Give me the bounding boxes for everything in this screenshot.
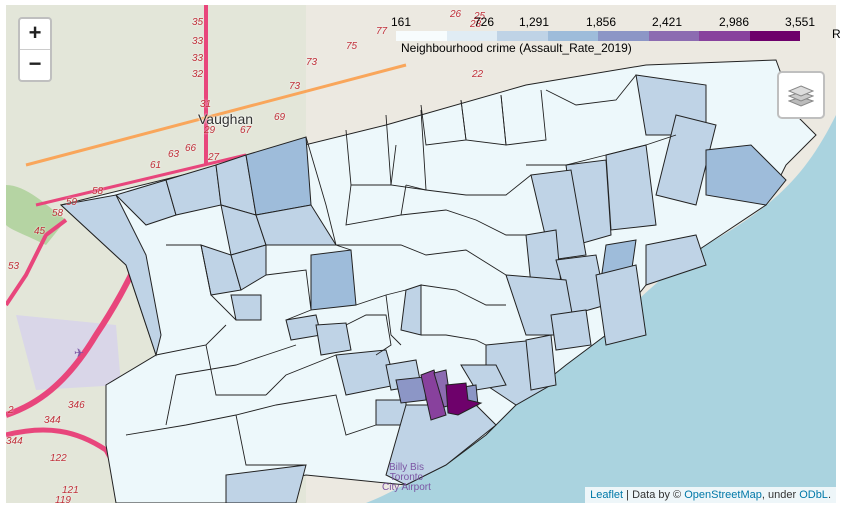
- highway-shield: 63: [168, 149, 180, 160]
- highway-shield: 45: [34, 226, 46, 237]
- zoom-control: + −: [18, 17, 52, 82]
- layers-icon: [788, 85, 814, 107]
- highway-shield: 58: [52, 208, 64, 219]
- airport-icon: ✈: [74, 346, 85, 360]
- highway-shield: 73: [289, 81, 301, 92]
- leaflet-link[interactable]: Leaflet: [590, 489, 624, 501]
- airport-label-line: Toronto: [389, 472, 424, 483]
- highway-shield: 69: [274, 112, 286, 123]
- legend-color-swatch: [598, 31, 649, 41]
- attribution-text: | Data by ©: [623, 489, 685, 501]
- map-pane[interactable]: Vaughan Billy Bis Toronto City Airport ✈…: [6, 5, 836, 503]
- highway-shield: 119: [55, 495, 71, 503]
- airport-label-line: City Airport: [382, 482, 431, 493]
- highway-shield: 59: [66, 197, 78, 208]
- legend-color-swatch: [446, 31, 497, 41]
- legend-color-swatch: [497, 31, 548, 41]
- legend-extra-label: R: [832, 27, 841, 41]
- legend-color-swatch: [547, 31, 598, 41]
- legend-tick: 161: [390, 15, 412, 29]
- legend-title: Neighbourhood crime (Assault_Rate_2019): [401, 41, 632, 55]
- zoom-out-button[interactable]: −: [20, 49, 50, 80]
- legend-color-swatch: [648, 31, 699, 41]
- highway-shield: 77: [376, 26, 388, 37]
- highway-shield: 26: [450, 9, 462, 20]
- highway-shield: 346: [68, 400, 85, 411]
- highway-shield: 53: [8, 261, 20, 272]
- airport-label-line: Billy Bis: [388, 462, 424, 473]
- attribution-text: .: [827, 489, 831, 501]
- highway-shield: 67: [240, 125, 252, 136]
- legend-tick: 3,551: [784, 15, 816, 29]
- attribution: Leaflet | Data by © OpenStreetMap, under…: [585, 487, 836, 503]
- legend-tick: 1,291: [518, 15, 550, 29]
- highway-shield: 122: [50, 453, 67, 464]
- place-label-vaughan: Vaughan: [198, 111, 254, 127]
- legend-tick: 726: [473, 15, 495, 29]
- highway-shield: 28: [470, 19, 482, 30]
- highway-shield: 344: [6, 436, 23, 447]
- highway-shield: 58: [92, 186, 104, 197]
- basemap: [6, 5, 836, 503]
- legend-color-swatch: [749, 31, 800, 41]
- legend-color-bar: [396, 31, 800, 41]
- highway-shield: 75: [346, 41, 358, 52]
- highway-shield: 25: [474, 11, 486, 22]
- highway-shield: 29: [204, 125, 216, 136]
- highway-shield: 31: [200, 99, 212, 110]
- legend-color-swatch: [396, 31, 447, 41]
- highway-shield: 33: [192, 53, 204, 64]
- zoom-in-button[interactable]: +: [28, 20, 42, 45]
- highway-shield: 344: [44, 415, 61, 426]
- airport-label: Billy Bis Toronto City Airport: [382, 463, 431, 493]
- odbl-link[interactable]: ODbL: [799, 489, 828, 501]
- layers-control-button[interactable]: [777, 71, 825, 119]
- highway-shield: 121: [62, 485, 79, 496]
- legend-color-swatch: [699, 31, 750, 41]
- legend-tick: 1,856: [585, 15, 617, 29]
- legend-tick: 2,986: [718, 15, 750, 29]
- highway-shield: 61: [150, 160, 162, 171]
- highway-shield: 22: [472, 69, 484, 80]
- highway-shield: 32: [192, 69, 204, 80]
- attribution-text: , under: [761, 489, 800, 501]
- choropleth-legend: 161 726 1,291 1,856 2,421 2,986 3,551 Ne…: [386, 5, 841, 55]
- legend-tick: 2,421: [651, 15, 683, 29]
- highway-shield: 35: [192, 17, 204, 28]
- highway-shield: 33: [192, 36, 204, 47]
- highway-shield: 2: [8, 405, 14, 416]
- highway-shield: 73: [306, 57, 318, 68]
- highway-shield: 27: [208, 152, 220, 163]
- highway-shield: 66: [185, 143, 197, 154]
- osm-link[interactable]: OpenStreetMap: [684, 489, 762, 501]
